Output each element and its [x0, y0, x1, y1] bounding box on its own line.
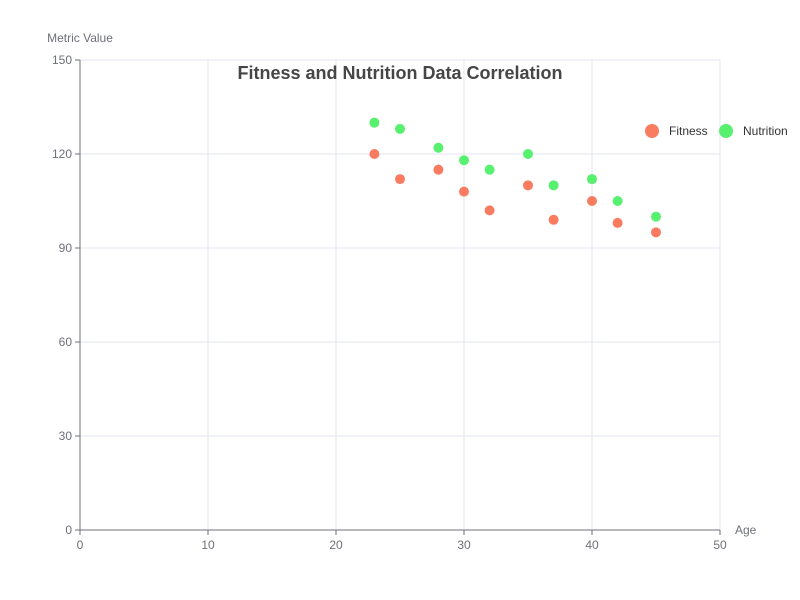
data-point-fitness[interactable] — [433, 164, 444, 175]
data-point-nutrition[interactable] — [651, 211, 661, 222]
data-point-fitness[interactable] — [651, 227, 661, 238]
x-tick-label: 10 — [201, 538, 215, 552]
grid — [80, 59, 721, 530]
legend-marker — [719, 124, 733, 138]
legend-label: Fitness — [669, 124, 708, 138]
y-axis-ticks: 0 30 60 90 120 150 — [52, 53, 80, 537]
series-nutrition — [369, 117, 661, 222]
chart-title: Fitness and Nutrition Data Correlation — [237, 63, 562, 83]
data-point-fitness[interactable] — [548, 214, 559, 225]
data-point-nutrition[interactable] — [484, 164, 495, 175]
data-point-nutrition[interactable] — [369, 117, 380, 128]
y-tick-label: 60 — [59, 335, 73, 349]
x-axis-label: Age — [735, 523, 757, 537]
y-axis-label: Metric Value — [47, 31, 113, 45]
data-point-fitness[interactable] — [369, 149, 380, 159]
x-tick-label: 30 — [457, 538, 471, 552]
x-tick-label: 50 — [713, 538, 727, 552]
data-point-fitness[interactable] — [523, 180, 533, 191]
y-tick-label: 90 — [59, 241, 73, 255]
data-point-nutrition[interactable] — [433, 142, 444, 153]
data-point-fitness[interactable] — [459, 186, 469, 197]
data-point-nutrition[interactable] — [548, 180, 559, 191]
legend-label: Nutrition — [743, 124, 788, 138]
data-point-fitness[interactable] — [484, 205, 495, 216]
x-tick-label: 0 — [77, 538, 84, 552]
data-point-nutrition[interactable] — [587, 174, 597, 185]
series-fitness — [369, 149, 661, 238]
data-point-fitness[interactable] — [612, 217, 623, 228]
legend-item-nutrition[interactable]: Nutrition — [719, 124, 788, 138]
y-tick-label: 30 — [59, 429, 73, 443]
data-point-nutrition[interactable] — [395, 123, 405, 134]
x-axis-ticks: 0 10 20 30 40 50 — [77, 530, 727, 552]
data-point-fitness[interactable] — [587, 196, 597, 206]
legend-item-fitness[interactable]: Fitness — [645, 124, 708, 138]
data-point-nutrition[interactable] — [612, 196, 623, 206]
y-tick-label: 120 — [52, 147, 72, 161]
legend[interactable]: Fitness Nutrition — [645, 124, 788, 138]
axes: 0 10 20 30 40 50 0 30 60 90 120 150 Age Metric Val… — [47, 31, 757, 552]
data-point-nutrition[interactable] — [459, 155, 469, 166]
x-tick-label: 40 — [585, 538, 599, 552]
data-point-nutrition[interactable] — [523, 149, 533, 159]
data-point-fitness[interactable] — [395, 174, 405, 185]
y-tick-label: 0 — [65, 523, 72, 537]
legend-marker — [645, 124, 659, 138]
data-points — [369, 117, 661, 238]
y-tick-label: 150 — [52, 53, 72, 67]
x-tick-label: 20 — [329, 538, 343, 552]
